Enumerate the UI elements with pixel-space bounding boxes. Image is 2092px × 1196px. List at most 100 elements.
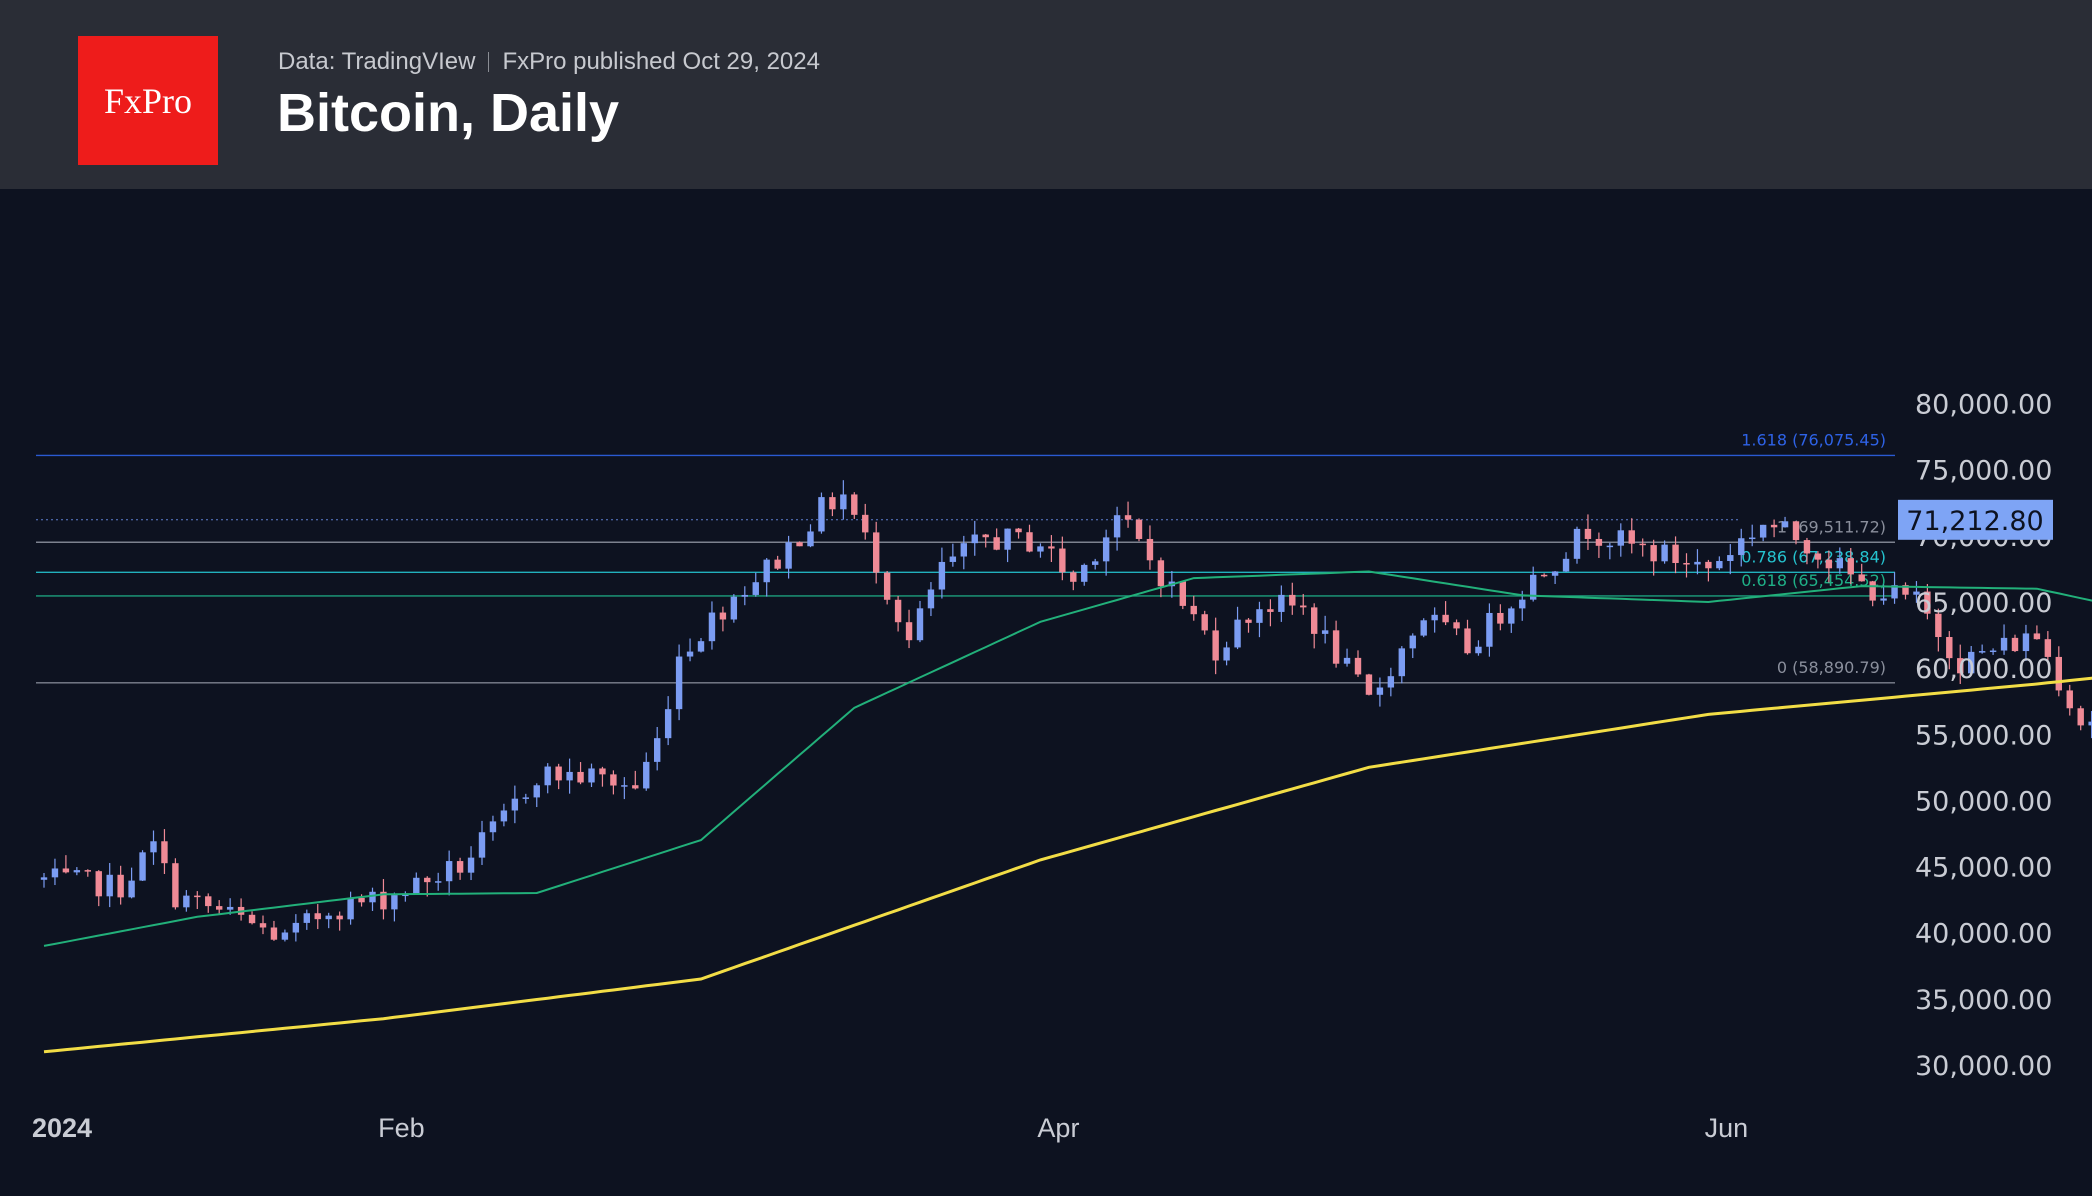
ma-slow-line (43, 676, 2092, 1054)
candle (51, 858, 59, 886)
candle-body (1256, 609, 1263, 623)
candle-body (1387, 676, 1395, 688)
candle-body (818, 497, 825, 532)
candle-body (829, 497, 836, 510)
candle-body (1267, 609, 1274, 612)
candle (982, 533, 989, 548)
candle-body (391, 895, 398, 910)
candle (2000, 624, 2008, 655)
candle (95, 870, 102, 907)
candle (205, 893, 212, 913)
chart-title: Bitcoin, Daily (277, 83, 620, 143)
candle-body (971, 534, 978, 544)
candle (489, 815, 497, 841)
candle (577, 762, 584, 785)
fibonacci-levels: 1.618 (76,075.45) 1 (69,511.72) 0.786 (67,… (36, 430, 1895, 684)
candle (325, 912, 332, 929)
x-tick-label: Apr (1037, 1113, 1079, 1143)
candle-body (643, 761, 650, 789)
y-tick-label: 30,000.00 (1915, 1051, 2052, 1082)
candle-body (128, 880, 135, 898)
candle (1978, 644, 1986, 654)
candle (117, 865, 124, 905)
candle-body (150, 841, 157, 853)
candle (2022, 624, 2030, 661)
fib-label: 0 (58,890.79) (1777, 658, 1886, 677)
candle-body (1913, 591, 1920, 595)
candle (1245, 618, 1252, 633)
candle-body (292, 922, 300, 933)
candle (445, 850, 453, 896)
candle (1759, 524, 1767, 542)
candle-body (1081, 564, 1088, 582)
candle-body (259, 923, 267, 928)
candle-body (248, 914, 256, 924)
candle (1606, 542, 1614, 560)
candle (1070, 570, 1077, 591)
candle-body (226, 906, 234, 910)
candle-body (1869, 581, 1876, 601)
candle (1508, 606, 1515, 633)
candle (1081, 563, 1088, 586)
candle-body (1639, 543, 1646, 546)
candle (752, 572, 759, 597)
candle (347, 891, 354, 925)
candle (1781, 516, 1789, 528)
candle-body (95, 871, 102, 897)
candle-body (2000, 637, 2008, 651)
candle (2033, 625, 2041, 640)
candle (588, 763, 595, 788)
fxpro-logo: FxPro (78, 36, 218, 165)
candle-body (730, 596, 738, 620)
candle-body (117, 874, 124, 898)
candle (172, 858, 179, 910)
candle (1814, 551, 1822, 569)
candle-body (916, 608, 924, 641)
candle-body (949, 556, 957, 562)
candle (456, 857, 464, 880)
candle-body (1530, 574, 1537, 600)
candle (1223, 641, 1230, 666)
candle (1113, 506, 1121, 551)
candle-body (380, 891, 387, 910)
candle-body (927, 589, 935, 609)
candle-body (2088, 721, 2092, 726)
candle (664, 696, 672, 746)
candle (1267, 599, 1274, 627)
candle-body (467, 857, 475, 873)
candle-body (1124, 515, 1132, 520)
candle-body (1245, 619, 1252, 623)
candle (1946, 631, 1953, 670)
candle-body (1420, 620, 1427, 636)
candle-body (1891, 585, 1898, 599)
candle (1738, 528, 1745, 567)
candle (1562, 552, 1570, 572)
candle-body (1792, 521, 1800, 541)
candle-body (161, 841, 168, 864)
candle-body (325, 915, 332, 920)
candle (719, 606, 727, 632)
candle (1749, 524, 1756, 547)
candle-body (1486, 612, 1493, 647)
candle-body (1672, 544, 1679, 564)
candle-body (1278, 594, 1285, 612)
candle-body (555, 766, 562, 781)
candle (1957, 644, 1964, 684)
y-tick-label: 75,000.00 (1915, 456, 2052, 487)
candle (807, 524, 814, 548)
candle-body (1628, 530, 1635, 544)
candle-body (478, 832, 486, 858)
candle-body (1321, 630, 1329, 634)
candle-body (270, 927, 278, 940)
candle-body (1902, 585, 1909, 595)
candle-body (752, 582, 759, 595)
candle-body (336, 915, 343, 920)
candle (654, 726, 661, 771)
chart-meta: Data: TradingVIew FxPro published Oct 29… (278, 48, 820, 76)
price-axis: 30,000.00 35,000.00 40,000.00 45,000.00 50,0… (1915, 390, 2052, 1083)
candle (533, 783, 540, 808)
candle (1628, 518, 1635, 554)
candle-body (1365, 674, 1373, 695)
candle (1387, 667, 1395, 697)
candle (1059, 536, 1066, 581)
